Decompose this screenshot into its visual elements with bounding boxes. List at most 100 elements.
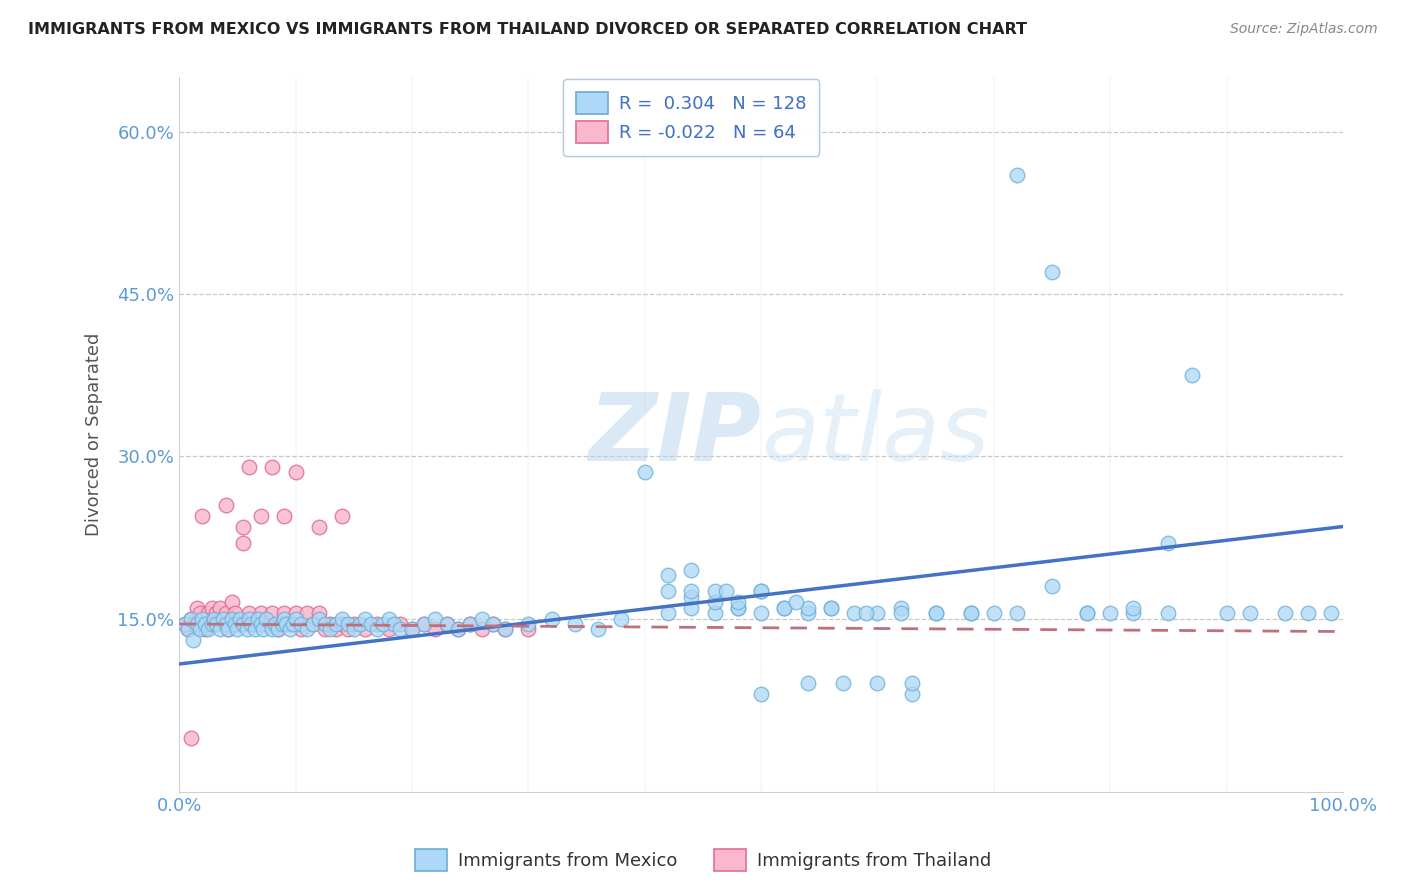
Point bbox=[197, 606, 219, 620]
Point bbox=[785, 595, 807, 609]
Point bbox=[657, 568, 679, 582]
Point bbox=[262, 460, 284, 475]
Point bbox=[540, 611, 562, 625]
Text: ZIP: ZIP bbox=[588, 389, 761, 481]
Point bbox=[174, 617, 197, 632]
Point bbox=[217, 623, 239, 637]
Point bbox=[308, 606, 330, 620]
Point bbox=[377, 611, 399, 625]
Point bbox=[319, 623, 342, 637]
Point bbox=[727, 595, 749, 609]
Point bbox=[703, 584, 725, 599]
Point bbox=[284, 611, 307, 625]
Point bbox=[181, 617, 204, 632]
Point bbox=[354, 611, 377, 625]
Point bbox=[336, 623, 359, 637]
Legend: R =  0.304   N = 128, R = -0.022   N = 64: R = 0.304 N = 128, R = -0.022 N = 64 bbox=[564, 79, 820, 156]
Point bbox=[773, 600, 796, 615]
Point bbox=[681, 563, 703, 577]
Point bbox=[295, 623, 318, 637]
Point bbox=[180, 611, 202, 625]
Y-axis label: Divorced or Separated: Divorced or Separated bbox=[86, 333, 103, 536]
Point bbox=[866, 606, 889, 620]
Point bbox=[471, 611, 494, 625]
Point bbox=[325, 623, 347, 637]
Point bbox=[221, 595, 243, 609]
Point bbox=[181, 633, 204, 648]
Point bbox=[924, 606, 946, 620]
Point bbox=[314, 617, 336, 632]
Point bbox=[314, 623, 336, 637]
Point bbox=[238, 606, 260, 620]
Point bbox=[773, 600, 796, 615]
Point bbox=[983, 606, 1005, 620]
Point bbox=[349, 617, 371, 632]
Point bbox=[191, 508, 214, 523]
Point bbox=[1239, 606, 1261, 620]
Point bbox=[412, 617, 434, 632]
Point bbox=[330, 611, 353, 625]
Point bbox=[249, 508, 271, 523]
Point bbox=[319, 617, 342, 632]
Point bbox=[217, 623, 239, 637]
Point bbox=[1076, 606, 1098, 620]
Point bbox=[1296, 606, 1319, 620]
Point bbox=[208, 623, 231, 637]
Point bbox=[194, 623, 217, 637]
Point bbox=[494, 623, 516, 637]
Point bbox=[749, 584, 772, 599]
Point bbox=[174, 617, 197, 632]
Point bbox=[186, 600, 208, 615]
Point bbox=[820, 600, 842, 615]
Point bbox=[901, 676, 924, 690]
Point bbox=[188, 606, 211, 620]
Point bbox=[564, 617, 586, 632]
Point bbox=[389, 617, 412, 632]
Point bbox=[201, 600, 224, 615]
Point bbox=[238, 460, 260, 475]
Point bbox=[924, 606, 946, 620]
Point bbox=[232, 536, 254, 550]
Point bbox=[180, 731, 202, 745]
Point bbox=[249, 617, 271, 632]
Point bbox=[284, 466, 307, 480]
Point bbox=[703, 606, 725, 620]
Point bbox=[1040, 579, 1063, 593]
Point bbox=[263, 617, 285, 632]
Point bbox=[610, 611, 633, 625]
Point bbox=[657, 584, 679, 599]
Point bbox=[855, 606, 877, 620]
Point bbox=[330, 617, 353, 632]
Point bbox=[1076, 606, 1098, 620]
Point bbox=[796, 600, 818, 615]
Point bbox=[371, 617, 394, 632]
Point bbox=[252, 623, 274, 637]
Point bbox=[243, 623, 266, 637]
Point bbox=[256, 611, 278, 625]
Point bbox=[302, 617, 325, 632]
Point bbox=[273, 606, 295, 620]
Point bbox=[330, 508, 353, 523]
Text: atlas: atlas bbox=[761, 389, 990, 480]
Point bbox=[1122, 606, 1144, 620]
Point bbox=[436, 617, 458, 632]
Point bbox=[447, 623, 470, 637]
Point bbox=[749, 584, 772, 599]
Point bbox=[215, 606, 238, 620]
Point bbox=[194, 617, 217, 632]
Point bbox=[494, 623, 516, 637]
Point bbox=[727, 600, 749, 615]
Point bbox=[749, 606, 772, 620]
Point bbox=[215, 617, 238, 632]
Point bbox=[202, 611, 225, 625]
Point bbox=[308, 519, 330, 533]
Point bbox=[276, 617, 298, 632]
Point bbox=[482, 617, 505, 632]
Point bbox=[273, 508, 295, 523]
Point bbox=[436, 617, 458, 632]
Point bbox=[389, 623, 412, 637]
Point bbox=[302, 617, 325, 632]
Point bbox=[796, 676, 818, 690]
Point bbox=[284, 606, 307, 620]
Point bbox=[360, 617, 382, 632]
